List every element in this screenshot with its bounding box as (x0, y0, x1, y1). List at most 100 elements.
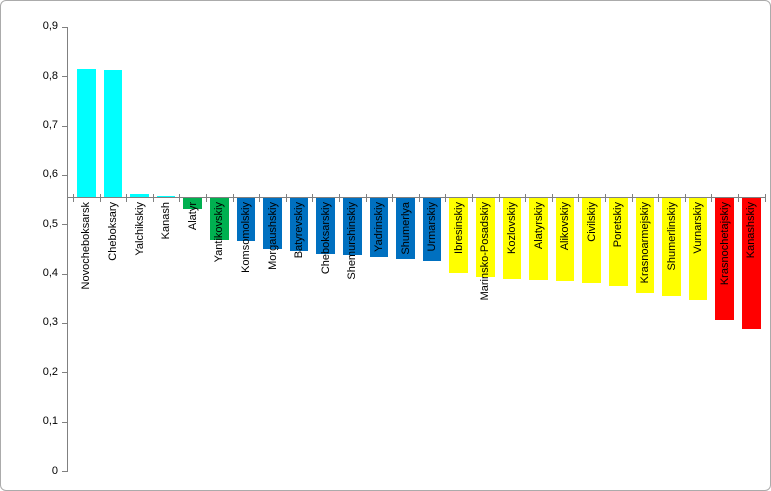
category-label: Krasnochetajskiy (718, 201, 731, 286)
y-axis-tick-label: 0,6 (42, 168, 58, 181)
y-axis-tick-mark (62, 26, 67, 28)
x-axis-tick-mark (498, 193, 500, 202)
x-axis-tick-mark (711, 193, 713, 202)
bar (103, 70, 123, 197)
x-axis-tick-mark (285, 193, 287, 202)
category-label: Vurnarskiy (692, 201, 705, 254)
bar (529, 197, 548, 280)
bar (555, 197, 575, 281)
category-label: Novocheboksarsk (80, 201, 93, 290)
x-axis-tick-mark (525, 193, 527, 202)
bar (77, 68, 96, 197)
bar (635, 197, 655, 293)
y-axis-tick-label: 0,9 (42, 20, 58, 33)
category-label: Yadrinskiy (372, 201, 385, 252)
x-axis-tick-mark (392, 193, 394, 202)
bar (183, 197, 202, 210)
category-label: Krasnoarmejskiy (638, 201, 651, 284)
category-label: Shumerlya (399, 201, 412, 255)
category-label: Ibresinskiy (452, 201, 465, 254)
bar (688, 197, 708, 300)
category-label: Kanashskiy (745, 201, 758, 259)
category-label: Urmarskiy (426, 201, 439, 252)
x-axis-tick-mark (631, 193, 633, 202)
x-axis-tick-mark (99, 193, 101, 202)
bar (130, 193, 149, 197)
y-axis-tick-label: 0,5 (42, 217, 58, 230)
bar (156, 195, 176, 197)
bar (715, 197, 734, 320)
x-axis-tick-mark (764, 193, 766, 202)
category-label: Morgaushskiy (266, 201, 279, 270)
x-axis-tick-mark (445, 193, 447, 202)
x-axis-tick-mark (339, 193, 340, 202)
x-axis-tick-mark (738, 193, 739, 202)
x-axis-tick-mark (658, 193, 660, 202)
y-axis-tick-label: 0,1 (42, 415, 58, 428)
category-label: Komsomolskiy (239, 201, 252, 273)
y-axis-tick-label: 0,4 (42, 267, 58, 280)
bar (210, 197, 229, 240)
category-label: Marinsko-Posadskiy (479, 201, 492, 301)
y-axis-tick-mark (62, 273, 67, 275)
x-axis-tick-mark (472, 193, 473, 202)
category-label: Alikovskiy (559, 201, 572, 251)
bar (582, 197, 601, 283)
bar (742, 197, 761, 330)
category-label: Alatyrskiy (532, 201, 545, 249)
bar (316, 197, 335, 255)
bar (609, 197, 628, 287)
x-axis-tick-mark (578, 193, 580, 202)
x-axis-tick-mark (73, 193, 74, 202)
x-axis-tick-mark (551, 193, 553, 202)
bar (449, 197, 468, 274)
bar (662, 197, 681, 296)
category-label: Batyrevskiy (293, 201, 306, 259)
x-axis-tick-mark (605, 193, 606, 202)
y-axis-line (67, 26, 68, 472)
x-axis-tick-mark (232, 193, 234, 202)
x-axis-baseline (67, 196, 765, 198)
y-axis-tick-label: 0 (51, 464, 58, 477)
y-axis-tick-mark (62, 224, 67, 226)
y-axis-tick-mark (62, 174, 67, 176)
category-label: Cheboksary (106, 201, 119, 261)
y-axis-tick-mark (62, 322, 67, 324)
category-label: Yantikovskiy (213, 201, 226, 263)
x-axis-tick-mark (365, 193, 367, 202)
x-axis-tick-mark (126, 193, 128, 202)
category-label: Kozlovskiy (505, 201, 518, 254)
category-label: Cheboksarskiy (319, 201, 332, 275)
y-axis-tick-mark (62, 471, 67, 472)
x-axis-tick-mark (312, 193, 314, 202)
bar (343, 197, 362, 256)
bar (289, 197, 309, 252)
category-label: Alatyr (186, 201, 199, 231)
x-axis-tick-mark (418, 193, 420, 202)
y-axis-tick-mark (62, 372, 67, 374)
category-label: Civilskiy (585, 201, 598, 242)
y-axis-tick-mark (62, 76, 67, 78)
bar (396, 197, 415, 259)
x-axis-tick-mark (259, 193, 261, 202)
bar (236, 197, 256, 241)
x-axis-tick-mark (206, 193, 207, 202)
category-label: Poretskiy (612, 201, 625, 248)
bar (369, 197, 389, 257)
bar (422, 197, 442, 262)
y-axis-tick-mark (62, 125, 67, 127)
y-axis-tick-label: 0,2 (42, 365, 58, 378)
x-axis-tick-mark (684, 193, 686, 202)
x-axis-tick-mark (152, 193, 154, 202)
y-axis-tick-label: 0,8 (42, 69, 58, 82)
bar (476, 197, 495, 277)
category-label: Yalchikskiy (133, 201, 146, 256)
x-axis-tick-mark (179, 193, 181, 202)
y-axis-tick-mark (62, 421, 67, 423)
bar (502, 197, 522, 279)
y-axis-tick-label: 0,7 (42, 119, 58, 132)
category-label: Shemurshinskiy (346, 201, 359, 280)
category-label: Shumerlinskiy (665, 201, 678, 271)
bar (263, 197, 282, 249)
